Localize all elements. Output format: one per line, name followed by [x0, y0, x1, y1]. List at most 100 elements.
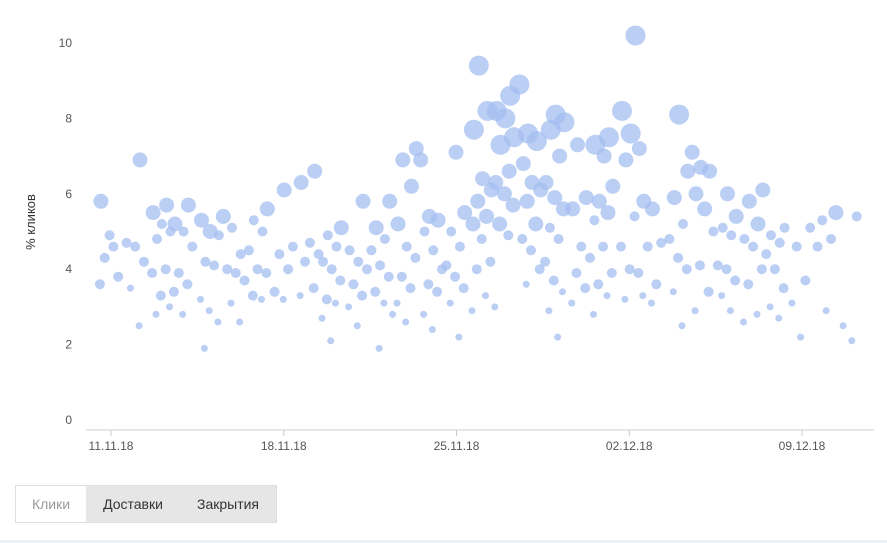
- data-point: [479, 208, 494, 224]
- data-point: [382, 193, 398, 209]
- data-point: [817, 215, 828, 226]
- data-point: [505, 197, 521, 213]
- data-point: [404, 178, 419, 194]
- data-point: [413, 152, 429, 168]
- data-point: [448, 144, 464, 160]
- data-point: [576, 241, 587, 252]
- data-point: [717, 222, 728, 233]
- data-point: [517, 234, 528, 244]
- data-point: [788, 299, 796, 307]
- data-point: [318, 256, 328, 267]
- data-point: [370, 286, 381, 297]
- data-point: [389, 310, 397, 318]
- data-point: [457, 205, 473, 221]
- data-point: [366, 245, 377, 256]
- data-point: [269, 286, 280, 297]
- data-point: [187, 241, 198, 252]
- data-point: [138, 256, 149, 267]
- data-point: [589, 215, 600, 226]
- data-point: [287, 241, 298, 252]
- data-point: [353, 322, 361, 330]
- data-point: [664, 234, 675, 244]
- scatter-chart: % кликов 0 2 4 6 8 10 11.11.18 18.11.18 25.11.1…: [23, 25, 874, 453]
- data-point: [446, 299, 454, 307]
- data-point: [239, 275, 250, 286]
- data-point: [800, 275, 811, 286]
- data-point: [121, 237, 132, 248]
- data-point: [468, 55, 489, 76]
- data-point: [633, 268, 644, 278]
- data-point: [492, 216, 508, 232]
- data-point: [423, 279, 434, 290]
- x-tick-label: 02.12.18: [606, 439, 653, 453]
- tab-clicks[interactable]: Клики: [16, 486, 86, 522]
- x-tick-label: 18.11.18: [261, 439, 307, 453]
- data-point: [419, 226, 430, 237]
- data-point: [331, 241, 342, 252]
- data-point: [625, 25, 646, 46]
- data-point: [486, 100, 507, 121]
- data-point: [570, 137, 585, 153]
- data-point: [526, 245, 536, 256]
- data-point: [503, 230, 514, 241]
- data-point: [355, 193, 371, 209]
- data-point: [227, 299, 235, 307]
- data-point: [402, 318, 410, 326]
- data-point: [568, 299, 576, 307]
- data-point: [603, 292, 611, 300]
- data-point: [152, 234, 162, 244]
- data-point: [113, 271, 124, 282]
- data-point: [636, 193, 652, 209]
- data-point: [739, 234, 750, 244]
- data-point: [774, 237, 785, 248]
- tab-closures[interactable]: Закрытия: [180, 486, 276, 522]
- data-point: [257, 226, 268, 237]
- data-point: [247, 290, 258, 301]
- data-point: [631, 141, 647, 157]
- data-point: [179, 310, 187, 318]
- data-point: [155, 290, 166, 301]
- data-point: [571, 268, 582, 278]
- data-point: [606, 268, 617, 278]
- data-point: [585, 252, 595, 263]
- x-tick-label: 25.11.18: [434, 439, 480, 453]
- data-point: [684, 144, 700, 160]
- data-point: [160, 264, 171, 275]
- data-point: [441, 260, 452, 271]
- data-point: [501, 163, 517, 179]
- data-point: [590, 310, 597, 318]
- data-point: [642, 241, 653, 252]
- data-point: [600, 205, 616, 221]
- data-point: [748, 241, 759, 252]
- data-point: [261, 268, 272, 278]
- data-point: [104, 230, 115, 241]
- data-point: [276, 182, 292, 198]
- data-point: [159, 197, 175, 213]
- data-point: [621, 295, 629, 303]
- y-axis: 0 2 4 6 8 10: [59, 36, 73, 427]
- data-point: [496, 186, 512, 202]
- data-point: [488, 175, 504, 190]
- data-point: [410, 252, 421, 263]
- data-point: [468, 307, 476, 315]
- data-point: [446, 226, 457, 237]
- data-point: [182, 279, 193, 290]
- data-point: [465, 216, 481, 232]
- data-point: [848, 337, 856, 345]
- data-point: [482, 292, 489, 300]
- y-tick-label: 4: [65, 262, 72, 276]
- data-point: [693, 159, 709, 175]
- tab-deliveries[interactable]: Доставки: [86, 486, 180, 522]
- data-point: [432, 286, 443, 297]
- data-point: [428, 245, 439, 256]
- data-point: [470, 193, 486, 209]
- data-point: [166, 303, 173, 311]
- data-point: [718, 292, 726, 300]
- data-point: [476, 234, 487, 244]
- data-point: [548, 275, 559, 286]
- data-point: [408, 141, 424, 157]
- data-point: [126, 284, 134, 292]
- data-point: [515, 156, 531, 172]
- data-point: [308, 283, 319, 294]
- data-point: [797, 333, 805, 341]
